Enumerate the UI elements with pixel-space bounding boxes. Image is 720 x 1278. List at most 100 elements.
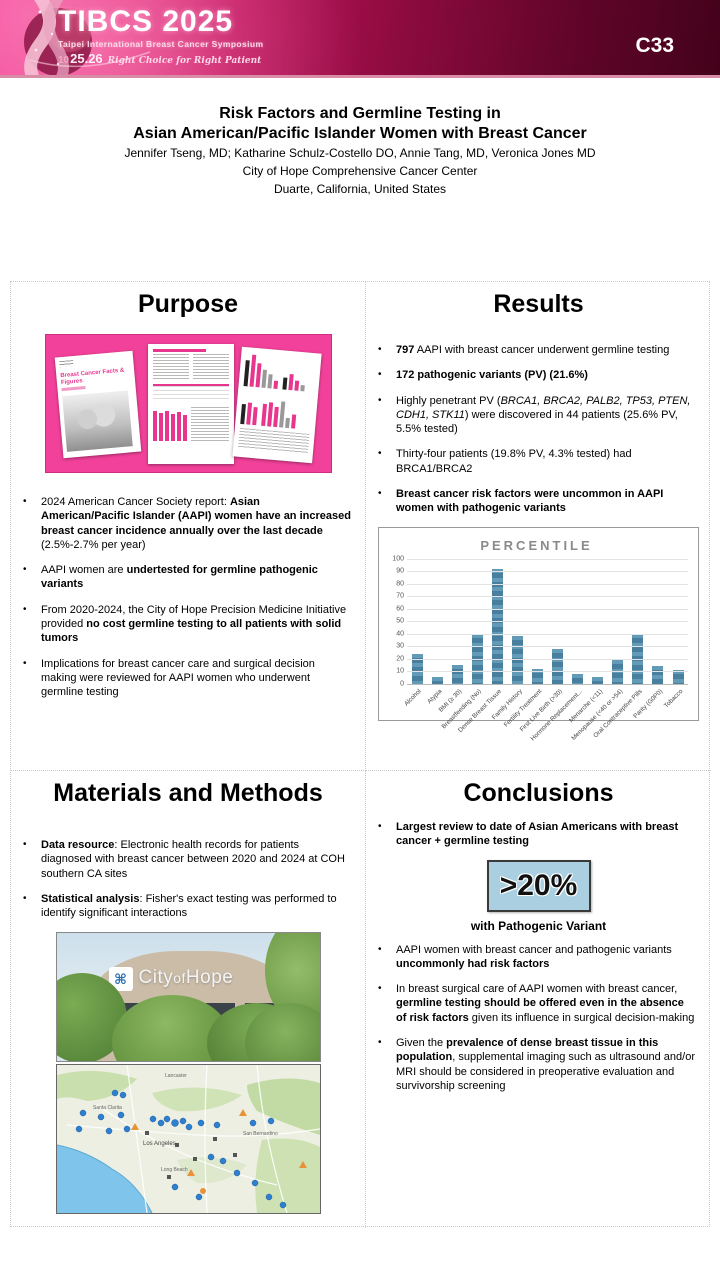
report-text-page <box>147 344 234 464</box>
map-label-santa-clarita: Santa Clarita <box>93 1105 122 1111</box>
report-section-header <box>152 349 206 352</box>
report-chart-d <box>260 392 298 429</box>
bullet-item: • Largest review to date of Asian America… <box>378 821 679 848</box>
bullet-item: • From 2020-2024, the City of Hope Precis… <box>23 603 347 645</box>
bullet-item: • Data resource: Electronic health record… <box>23 839 345 880</box>
conclusions-bullets: • AAPI women with breast cancer and patho… <box>366 943 711 1094</box>
report-table <box>152 384 229 402</box>
report-text-block <box>190 407 229 441</box>
bullet-item: • 172 pathogenic variants (PV) (21.6%) <box>378 369 588 382</box>
purpose-heading: Purpose <box>137 290 239 318</box>
bar-Family History <box>511 636 523 684</box>
pink-ribbon-icon <box>24 0 151 75</box>
bullet-item: • Highly penetrant PV (BRCA1, BRCA2, PALB… <box>378 394 691 436</box>
affiliation: City of Hope Comprehensive Cancer Center <box>242 163 478 178</box>
report-mini-chart <box>152 407 187 441</box>
section-purpose: Purpose Breast Cancer Facts & Figures <box>11 282 366 771</box>
purpose-bullets: • 2024 American Cancer Society report: As… <box>11 495 365 700</box>
poster-code: C33 <box>635 34 674 57</box>
gridline <box>407 558 688 560</box>
bar-BMI (≥ 30) <box>451 664 463 684</box>
x-tick-label: Alcohol <box>403 687 423 708</box>
gridline <box>407 633 688 635</box>
conference-banner: TIBCS 2025 Taipei International Breast C… <box>0 0 720 78</box>
bullet-item: • In breast surgical care of AAPI women w… <box>378 983 695 1024</box>
gridline <box>407 671 688 673</box>
x-tick-label: Atypia <box>425 687 444 706</box>
report-text-columns <box>152 354 229 380</box>
section-methods: Materials and Methods • Data resource: El… <box>11 771 366 1228</box>
bullet-item: • 797 AAPI with breast cancer underwent g… <box>378 344 670 356</box>
bullet-item: • Breast cancer risk factors were uncommo… <box>378 488 664 515</box>
gridline <box>407 596 688 598</box>
map-label-los-angeles: Los Angeles <box>143 1141 176 1147</box>
section-results: Results • 797 AAPI with breast cancer und… <box>366 282 711 771</box>
methods-heading: Materials and Methods <box>53 779 323 807</box>
bullet-item: • AAPI women are undertested for germline… <box>23 564 318 591</box>
bullet-item: • Implications for breast cancer care and… <box>23 657 315 699</box>
stat-highlight-box: >20% <box>486 859 591 912</box>
bullet-item: • Given the prevalence of dense breast ti… <box>378 1037 695 1092</box>
logo-dates: 1025.26 Right Choice for Right Patient <box>58 51 263 66</box>
report-chart-a <box>243 352 280 389</box>
bullet-item: • 2024 American Cancer Society report: As… <box>23 496 351 551</box>
percentile-chart: PERCENTILE 0 10 20 30 40 50 60 70 80 90 100 Alcoho… <box>378 526 699 742</box>
location: Duarte, California, United States <box>273 181 447 196</box>
bullet-item: • AAPI women with breast cancer and patho… <box>378 943 672 970</box>
bar-Hormone Replacement... <box>572 673 584 684</box>
gridline <box>407 571 688 573</box>
map-label-lancaster: Lancaster <box>165 1073 187 1079</box>
building-sign: CityofHope <box>138 967 234 989</box>
logo-title: TIBCS 2025 <box>58 5 234 38</box>
bar-Tobacco <box>672 669 684 684</box>
chart-title: PERCENTILE <box>480 537 593 553</box>
gridline <box>407 608 688 610</box>
locations-map: Lancaster Santa Clarita Los Angeles San … <box>55 1064 321 1215</box>
gridline <box>407 621 688 623</box>
logo-subtitle: Taipei International Breast Cancer Sympo… <box>58 38 264 49</box>
results-bullets: • 797 AAPI with breast cancer underwent g… <box>366 343 711 516</box>
title-block: Risk Factors and Germline Testing in Asi… <box>0 104 720 197</box>
logo-tagline: Right Choice for Right Patient <box>107 55 262 66</box>
stat-value: >20% <box>499 868 578 902</box>
chart-y-axis: 0 10 20 30 40 50 60 70 80 90 100 <box>392 555 404 688</box>
chart-plot-area <box>407 558 688 685</box>
facts-figures-image: Breast Cancer Facts & Figures <box>44 334 332 473</box>
conclusions-top-bullets: • Largest review to date of Asian America… <box>366 820 711 849</box>
bar-Atypia <box>431 677 443 684</box>
poster-title-line1: Risk Factors and Germline Testing in <box>219 105 501 122</box>
gridline <box>407 658 688 660</box>
chart-x-axis: Alcohol Atypia BMI (≥ 30) Breastfeeding (No… <box>403 685 688 742</box>
bar-Alcohol <box>411 653 423 684</box>
report-cover-photo <box>61 390 133 453</box>
bar-Dense Breast Tissue <box>491 568 503 684</box>
bar-Menarche (<11) <box>592 677 604 684</box>
report-footnote <box>237 427 310 454</box>
bullet-item: • Statistical analysis: Fisher's exact te… <box>23 892 337 920</box>
bullet-item: • Thirty-four patients (19.8% PV, 4.3% te… <box>378 448 632 475</box>
section-conclusions: Conclusions • Largest review to date of A… <box>366 771 711 1228</box>
methods-bullets: • Data resource: Electronic health record… <box>11 838 365 920</box>
stat-caption: with Pathogenic Variant <box>470 918 607 933</box>
acs-logo <box>58 360 74 368</box>
bar-First Live Birth (>30) <box>552 648 564 684</box>
results-heading: Results <box>493 290 584 318</box>
poster-title-line2: Asian American/Pacific Islander Women wi… <box>133 125 587 142</box>
bar-Parity (G0P0) <box>652 666 664 684</box>
map-label-long-beach: Long Beach <box>161 1167 188 1173</box>
report-charts-page <box>231 346 322 464</box>
gridline <box>407 646 688 648</box>
conclusions-heading: Conclusions <box>463 779 614 807</box>
report-cover-title: Breast Cancer Facts & Figures <box>59 367 124 386</box>
map-label-san-bernardino: San Bernardino <box>243 1131 278 1137</box>
city-of-hope-photo: ⌘ CityofHope <box>55 932 321 1063</box>
poster-grid: Purpose Breast Cancer Facts & Figures <box>10 281 711 1228</box>
authors: Jennifer Tseng, MD; Katharine Schulz-Cos… <box>124 146 596 160</box>
tibcs-logo: TIBCS 2025 Taipei International Breast C… <box>58 6 263 66</box>
logo-days: 25.26 <box>70 50 103 66</box>
bar-Fertility Treatment <box>532 668 543 684</box>
gridline <box>407 583 688 585</box>
report-cover-subtitle <box>60 386 86 392</box>
report-chart-c <box>239 390 259 426</box>
